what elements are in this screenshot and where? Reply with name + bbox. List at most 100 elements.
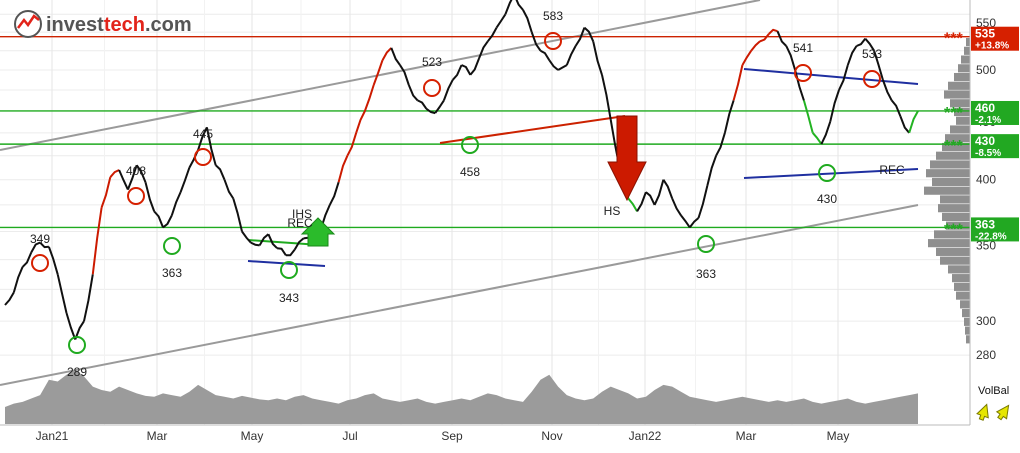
volume-profile-bar: [932, 177, 970, 187]
price-segment: [680, 214, 691, 228]
volume-profile-bar: [924, 186, 970, 195]
price-segment: [908, 110, 919, 134]
price-segment: [285, 248, 296, 257]
volbal-label: VolBal: [978, 385, 1009, 397]
price-segment: [153, 210, 164, 228]
price-segment: [689, 217, 700, 229]
volbal-arrow-icons: [976, 403, 1010, 421]
price-segment: [768, 28, 778, 35]
volume-profile-bar: [965, 326, 970, 335]
price-segment: [162, 214, 173, 229]
channel-lower-line: [0, 204, 919, 386]
brand-name-dark: invest: [46, 14, 104, 36]
extreme-label: 541: [793, 41, 813, 55]
extreme-marker-low: [163, 237, 181, 255]
price-segment: [39, 241, 49, 249]
x-tick-label: Sep: [441, 429, 463, 443]
volbal-arrow-right-icon: [995, 404, 1010, 421]
level-tag-pct: -2.1%: [975, 115, 1001, 126]
price-segment: [232, 198, 243, 232]
price-segment: [215, 164, 226, 181]
price-segment: [671, 198, 682, 216]
extreme-label: 430: [817, 192, 837, 206]
volume-profile-bar: [942, 212, 970, 221]
price-segment: [12, 266, 24, 293]
volume-profile-bar: [942, 142, 970, 152]
price-segment: [846, 45, 858, 66]
extreme-marker-low: [280, 261, 298, 279]
price-segment: [118, 169, 129, 191]
pattern-label-rec: REC: [879, 163, 905, 177]
volume-profile-bar: [930, 160, 970, 169]
price-segment: [425, 107, 436, 115]
price-segment: [864, 37, 875, 52]
price-segment: [522, 9, 533, 33]
price-segment: [74, 320, 85, 340]
price-segment: [355, 110, 366, 134]
price-segment: [126, 164, 138, 190]
volume-profile-bar: [958, 64, 970, 73]
volume-profile-bar: [954, 107, 970, 117]
level-stars: ***: [944, 105, 963, 122]
price-segment: [144, 181, 156, 212]
price-segment: [706, 155, 718, 187]
volume-profile-bar: [940, 256, 970, 265]
price-segment: [776, 30, 788, 47]
price-segment: [223, 179, 235, 200]
extreme-marker-low: [697, 235, 715, 253]
volume-profile-bar: [948, 81, 970, 90]
price-segment: [627, 197, 638, 212]
price-segment: [662, 179, 674, 199]
level-tag-value: 535: [975, 27, 995, 41]
price-segment: [276, 247, 287, 256]
price-segment: [574, 27, 586, 47]
volume-profile-bar: [964, 46, 970, 55]
y-tick-label: 500: [976, 63, 996, 77]
volume-profile-bar: [954, 282, 970, 291]
extreme-marker-high: [863, 70, 881, 88]
price-segment: [170, 191, 182, 216]
price-segment: [811, 132, 823, 145]
bottom-support-line: [743, 168, 919, 179]
brand-logo[interactable]: investtech.com: [14, 10, 192, 38]
pattern-label-rec: REC: [287, 216, 313, 230]
price-segment: [109, 169, 120, 178]
price-segment: [407, 84, 419, 102]
extreme-label: 408: [126, 164, 146, 178]
x-tick-label: Nov: [541, 429, 562, 443]
price-segment: [65, 312, 77, 340]
channel-upper-line: [0, 0, 761, 151]
price-segment: [337, 155, 349, 183]
level-stars: ***: [944, 31, 963, 48]
price-segment: [56, 274, 68, 314]
price-segment: [495, 13, 507, 29]
extreme-marker-high: [423, 79, 441, 97]
price-segment: [741, 50, 753, 66]
extreme-marker-high: [194, 148, 212, 166]
price-segment: [328, 181, 340, 206]
price-segment: [135, 164, 147, 183]
extreme-label: 289: [67, 365, 87, 379]
price-segment: [267, 233, 278, 249]
logo-trend-icon: [17, 14, 40, 29]
price-segment: [732, 64, 744, 101]
price-segment: [469, 57, 481, 76]
price-segment: [417, 99, 428, 110]
volume-profile-bar: [940, 195, 970, 204]
price-line: [4, 0, 919, 340]
price-segment: [820, 121, 832, 145]
price-segment: [258, 233, 270, 246]
volume-profile-bar: [961, 55, 970, 64]
price-segment: [583, 26, 595, 42]
extreme-marker-low: [461, 136, 479, 154]
price-segment: [557, 64, 568, 71]
volume-profile-bar: [946, 221, 970, 230]
level-tag-pct: -22.8%: [975, 231, 1007, 242]
price-segment: [653, 179, 665, 206]
price-segment: [478, 40, 489, 59]
brand-name: investtech.com: [46, 14, 192, 36]
y-tick-label: 400: [976, 173, 996, 187]
volume-profile: [924, 38, 970, 344]
price-segment: [759, 33, 770, 43]
